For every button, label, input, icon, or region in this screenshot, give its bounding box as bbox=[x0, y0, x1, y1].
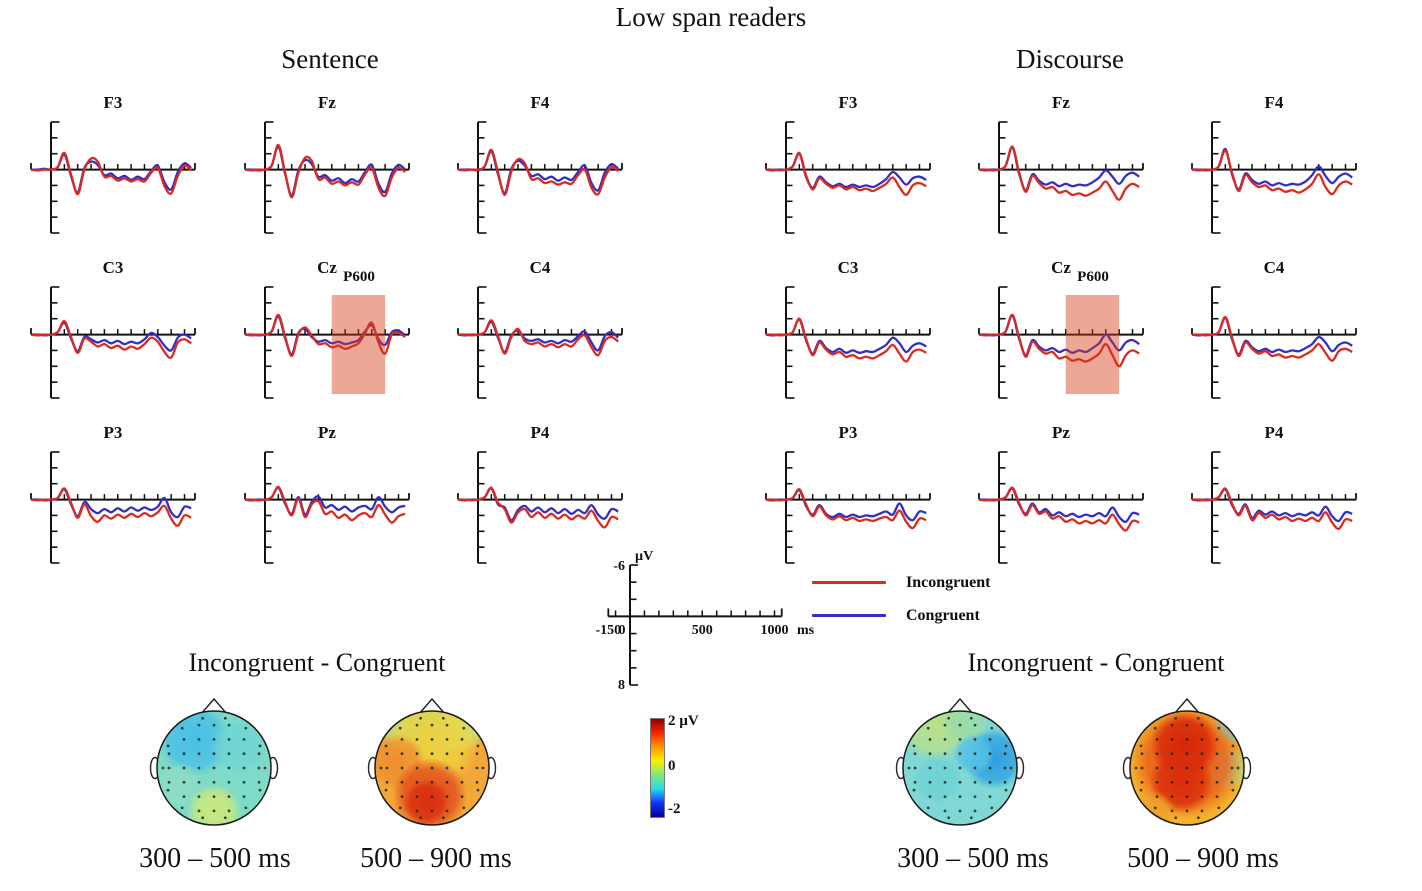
p600-highlight bbox=[1065, 295, 1120, 394]
congruent-line-swatch bbox=[812, 614, 886, 617]
erp-plot-sentence-f4: F4 bbox=[455, 93, 625, 235]
window-label-discourse-late: 500 – 900 ms bbox=[1127, 843, 1279, 874]
legend-item-congruent: Congruent bbox=[812, 599, 990, 632]
scale-diagram: µV -6 8 -150 0 500 1000 ms bbox=[583, 548, 833, 698]
diff-header-sentence: Incongruent - Congruent bbox=[188, 648, 446, 677]
erp-waveforms bbox=[765, 121, 931, 234]
svg-text:8: 8 bbox=[618, 678, 625, 693]
window-label-discourse-early: 300 – 500 ms bbox=[897, 843, 1049, 874]
erp-waveforms bbox=[457, 451, 623, 564]
erp-plot-discourse-f4: F4 bbox=[1189, 93, 1359, 235]
topomap-sentence-late bbox=[357, 686, 507, 836]
legend-item-incongruent: Incongruent bbox=[812, 566, 990, 599]
legend: Incongruent Congruent bbox=[812, 566, 990, 632]
erp-plot-sentence-cz: Cz P600 bbox=[242, 258, 412, 400]
channel-label: P3 bbox=[838, 423, 858, 442]
erp-plot-sentence-fz: Fz bbox=[242, 93, 412, 235]
erp-waveforms bbox=[1191, 451, 1357, 564]
scalp-map bbox=[895, 697, 1025, 826]
p600-highlight bbox=[331, 295, 386, 394]
svg-text:-6: -6 bbox=[613, 559, 625, 574]
window-label-sentence-late: 500 – 900 ms bbox=[360, 843, 512, 874]
channel-label: C3 bbox=[102, 258, 124, 277]
channel-label: F3 bbox=[838, 93, 858, 112]
svg-text:µV: µV bbox=[635, 549, 653, 564]
erp-waveforms bbox=[978, 121, 1144, 234]
colorbar-min-label: -2 bbox=[668, 801, 681, 817]
erp-waveforms bbox=[765, 286, 931, 399]
erp-plot-discourse-c3: C3 bbox=[763, 258, 933, 400]
colorbar: 2 µV 0 -2 bbox=[650, 713, 740, 828]
erp-waveforms bbox=[978, 451, 1144, 564]
erp-waveforms bbox=[244, 286, 410, 399]
erp-waveforms bbox=[765, 451, 931, 564]
erp-plot-discourse-p3: P3 bbox=[763, 423, 933, 565]
scalp-map bbox=[367, 697, 497, 826]
colorbar-max-label: 2 µV bbox=[668, 713, 699, 729]
erp-waveforms bbox=[244, 451, 410, 564]
scalp-map bbox=[1122, 697, 1252, 826]
channel-label: F4 bbox=[1264, 93, 1284, 112]
diff-header-discourse: Incongruent - Congruent bbox=[967, 648, 1225, 677]
svg-text:1000: 1000 bbox=[761, 623, 789, 638]
p600-label: P600 bbox=[1077, 269, 1109, 285]
erp-plot-sentence-c3: C3 bbox=[28, 258, 198, 400]
colorbar-gradient bbox=[650, 718, 665, 818]
erp-plot-discourse-pz: Pz bbox=[976, 423, 1146, 565]
window-label-sentence-early: 300 – 500 ms bbox=[139, 843, 291, 874]
erp-plot-sentence-pz: Pz bbox=[242, 423, 412, 565]
erp-plot-discourse-cz: Cz P600 bbox=[976, 258, 1146, 400]
svg-text:500: 500 bbox=[692, 623, 713, 638]
channel-label: Pz bbox=[318, 423, 336, 442]
erp-waveforms bbox=[1191, 121, 1357, 234]
legend-label-congruent: Congruent bbox=[906, 606, 980, 624]
erp-plot-discourse-fz: Fz bbox=[976, 93, 1146, 235]
channel-label: P4 bbox=[530, 423, 550, 442]
incongruent-line-swatch bbox=[812, 581, 886, 584]
channel-label: Fz bbox=[1052, 93, 1070, 112]
topomap-discourse-late bbox=[1112, 686, 1262, 836]
erp-plot-discourse-p4: P4 bbox=[1189, 423, 1359, 565]
legend-label-incongruent: Incongruent bbox=[906, 573, 991, 591]
topomap-discourse-early bbox=[885, 686, 1035, 836]
group-header-sentence: Sentence bbox=[281, 44, 379, 74]
erp-waveforms bbox=[457, 286, 623, 399]
erp-waveforms bbox=[30, 451, 196, 564]
channel-label: C3 bbox=[837, 258, 859, 277]
svg-text:ms: ms bbox=[797, 623, 815, 638]
channel-label: P4 bbox=[1264, 423, 1284, 442]
erp-waveforms bbox=[30, 121, 196, 234]
erp-waveforms bbox=[1191, 286, 1357, 399]
channel-label: Pz bbox=[1052, 423, 1070, 442]
erp-plot-sentence-f3: F3 bbox=[28, 93, 198, 235]
erp-waveforms bbox=[978, 286, 1144, 399]
channel-label: Cz bbox=[1051, 258, 1071, 277]
channel-label: C4 bbox=[1263, 258, 1285, 277]
erp-waveforms bbox=[457, 121, 623, 234]
channel-label: C4 bbox=[529, 258, 551, 277]
group-header-discourse: Discourse bbox=[1016, 44, 1124, 74]
channel-label: P3 bbox=[103, 423, 123, 442]
channel-label: F3 bbox=[103, 93, 123, 112]
channel-label: Fz bbox=[318, 93, 336, 112]
erp-plot-sentence-c4: C4 bbox=[455, 258, 625, 400]
figure-title: Low span readers bbox=[615, 2, 807, 32]
erp-plot-discourse-f3: F3 bbox=[763, 93, 933, 235]
scalp-map bbox=[149, 697, 279, 826]
p600-label: P600 bbox=[343, 269, 375, 285]
channel-label: Cz bbox=[317, 258, 337, 277]
erp-plot-sentence-p3: P3 bbox=[28, 423, 198, 565]
erp-waveforms bbox=[30, 286, 196, 399]
channel-label: F4 bbox=[530, 93, 550, 112]
svg-text:0: 0 bbox=[619, 623, 626, 638]
topomap-sentence-early bbox=[139, 686, 289, 836]
colorbar-zero-label: 0 bbox=[668, 758, 676, 774]
svg-text:-150: -150 bbox=[595, 623, 621, 638]
erp-plot-sentence-p4: P4 bbox=[455, 423, 625, 565]
erp-waveforms bbox=[244, 121, 410, 234]
erp-plot-discourse-c4: C4 bbox=[1189, 258, 1359, 400]
